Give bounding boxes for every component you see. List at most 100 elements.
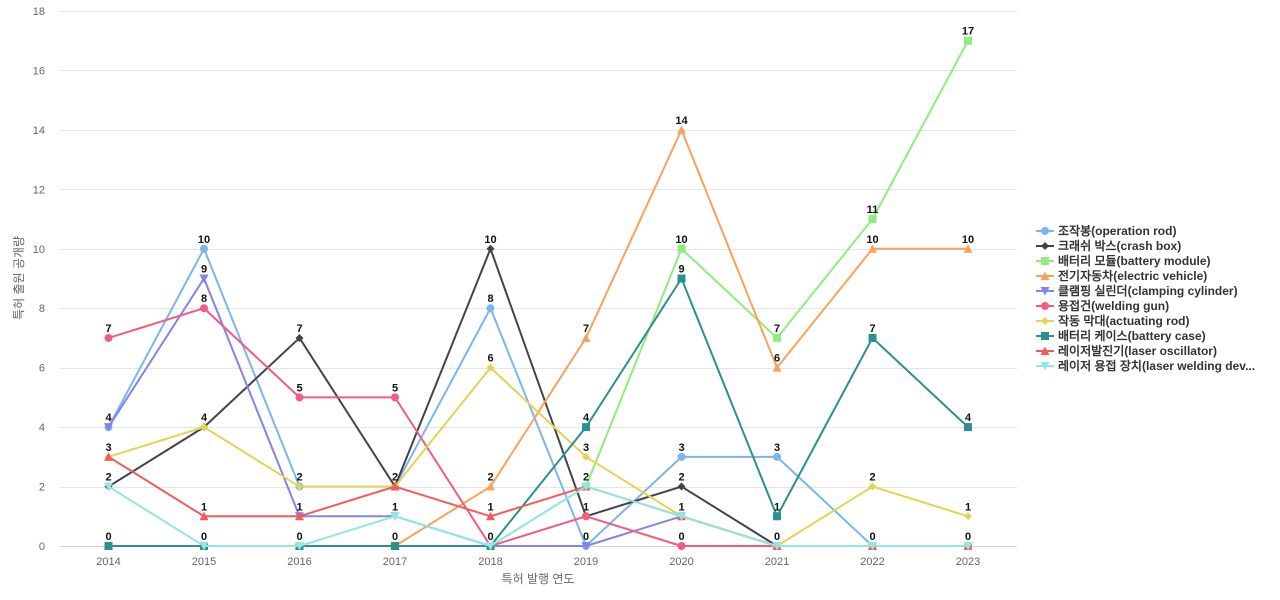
data-label: 0 bbox=[869, 531, 875, 543]
data-label: 0 bbox=[201, 531, 207, 543]
data-point[interactable] bbox=[486, 244, 495, 253]
data-label: 0 bbox=[583, 531, 589, 543]
data-point[interactable] bbox=[868, 215, 877, 224]
data-point[interactable] bbox=[963, 244, 973, 253]
data-point[interactable] bbox=[295, 333, 304, 342]
legend-item[interactable]: 전기자동차(electric vehicle) bbox=[1036, 268, 1255, 283]
legend-marker[interactable] bbox=[1041, 301, 1049, 310]
data-point[interactable] bbox=[677, 542, 686, 550]
legend-marker[interactable] bbox=[1041, 241, 1049, 250]
y-tick-label: 10 bbox=[33, 244, 45, 256]
legend-item[interactable]: 조작봉(operation rod) bbox=[1036, 223, 1255, 238]
x-tick-label: 2014 bbox=[96, 556, 120, 568]
series-10[interactable] bbox=[104, 482, 973, 551]
legend-marker[interactable] bbox=[1041, 316, 1049, 325]
legend-marker[interactable] bbox=[1040, 286, 1050, 296]
data-label: 1 bbox=[965, 501, 971, 513]
data-point[interactable] bbox=[199, 274, 209, 284]
data-point[interactable] bbox=[104, 452, 113, 461]
data-point[interactable] bbox=[868, 333, 877, 342]
legend-item[interactable]: 배터리 모듈(battery module) bbox=[1036, 253, 1255, 268]
legend-item[interactable]: 클램핑 실린더(clamping cylinder) bbox=[1036, 283, 1255, 298]
legend-marker[interactable] bbox=[1040, 361, 1050, 371]
data-point[interactable] bbox=[199, 542, 209, 551]
data-label: 4 bbox=[583, 412, 590, 424]
data-point[interactable] bbox=[104, 423, 113, 432]
data-point[interactable] bbox=[486, 482, 495, 491]
data-point[interactable] bbox=[486, 363, 495, 372]
data-point[interactable] bbox=[963, 542, 973, 551]
data-point[interactable] bbox=[964, 423, 972, 432]
legend-item[interactable]: 배터리 케이스(battery case) bbox=[1036, 328, 1255, 343]
data-label: 3 bbox=[583, 442, 589, 454]
data-point[interactable] bbox=[964, 512, 972, 521]
data-label: 0 bbox=[296, 531, 302, 543]
data-point[interactable] bbox=[391, 393, 399, 402]
data-label: 5 bbox=[296, 382, 302, 394]
series-9[interactable] bbox=[104, 452, 973, 550]
data-point[interactable] bbox=[772, 363, 782, 372]
data-point[interactable] bbox=[677, 125, 686, 134]
data-point[interactable] bbox=[486, 304, 495, 313]
series-3[interactable] bbox=[104, 36, 973, 550]
legend-item[interactable]: 크래쉬 박스(crash box) bbox=[1036, 238, 1255, 253]
data-point[interactable] bbox=[200, 244, 208, 253]
legend-marker[interactable] bbox=[1040, 346, 1050, 355]
data-label: 2 bbox=[583, 472, 589, 484]
data-point[interactable] bbox=[773, 452, 781, 461]
data-point[interactable] bbox=[773, 512, 781, 521]
legend-marker[interactable] bbox=[1041, 256, 1049, 265]
data-label: 8 bbox=[201, 293, 207, 305]
y-tick-label: 16 bbox=[33, 65, 45, 77]
data-point[interactable] bbox=[581, 333, 591, 342]
data-point[interactable] bbox=[677, 512, 686, 521]
data-point[interactable] bbox=[868, 482, 877, 491]
series-layer bbox=[104, 36, 973, 551]
legend-marker[interactable] bbox=[1040, 271, 1050, 280]
data-point[interactable] bbox=[868, 542, 877, 551]
data-point[interactable] bbox=[677, 244, 686, 253]
legend-marker[interactable] bbox=[1041, 226, 1049, 235]
data-point[interactable] bbox=[486, 511, 495, 521]
data-point[interactable] bbox=[677, 482, 686, 491]
data-point[interactable] bbox=[773, 333, 781, 342]
data-point[interactable] bbox=[868, 244, 877, 253]
data-point[interactable] bbox=[677, 452, 686, 461]
data-point[interactable] bbox=[486, 542, 495, 551]
data-point[interactable] bbox=[582, 512, 590, 521]
data-point[interactable] bbox=[104, 542, 113, 550]
data-point[interactable] bbox=[964, 36, 972, 45]
data-point[interactable] bbox=[772, 542, 782, 551]
data-point[interactable] bbox=[295, 511, 304, 521]
data-point[interactable] bbox=[581, 482, 591, 492]
legend-label: 용접건(welding gun) bbox=[1058, 299, 1170, 313]
legend-symbol bbox=[1036, 331, 1054, 340]
data-label: 5 bbox=[392, 382, 398, 394]
data-point[interactable] bbox=[295, 393, 304, 402]
data-point[interactable] bbox=[200, 304, 208, 313]
data-label: 2 bbox=[869, 472, 875, 484]
legend-item[interactable]: 작동 막대(actuating rod) bbox=[1036, 313, 1255, 328]
data-point[interactable] bbox=[295, 482, 304, 491]
data-point[interactable] bbox=[104, 482, 113, 492]
data-point[interactable] bbox=[390, 512, 400, 521]
data-point[interactable] bbox=[199, 511, 209, 521]
data-point[interactable] bbox=[295, 542, 304, 551]
legend-item[interactable]: 용접건(welding gun) bbox=[1036, 298, 1255, 313]
data-point[interactable] bbox=[390, 482, 400, 491]
data-point[interactable] bbox=[582, 423, 590, 432]
legend-marker[interactable] bbox=[1041, 331, 1049, 340]
data-point[interactable] bbox=[581, 542, 591, 551]
series-7[interactable] bbox=[104, 363, 973, 550]
data-point[interactable] bbox=[200, 423, 208, 432]
series-2[interactable] bbox=[104, 244, 973, 550]
legend-label: 레이저발진기(laser oscillator) bbox=[1058, 344, 1217, 358]
legend-item[interactable]: 레이저 용접 장치(laser welding dev... bbox=[1036, 358, 1255, 373]
legend-item[interactable]: 레이저발진기(laser oscillator) bbox=[1036, 343, 1255, 358]
x-tick-label: 2022 bbox=[860, 556, 884, 568]
data-point[interactable] bbox=[391, 542, 399, 550]
data-point[interactable] bbox=[104, 333, 113, 342]
legend-label: 클램핑 실린더(clamping cylinder) bbox=[1058, 284, 1238, 298]
data-point[interactable] bbox=[677, 274, 686, 283]
data-point[interactable] bbox=[582, 452, 590, 461]
